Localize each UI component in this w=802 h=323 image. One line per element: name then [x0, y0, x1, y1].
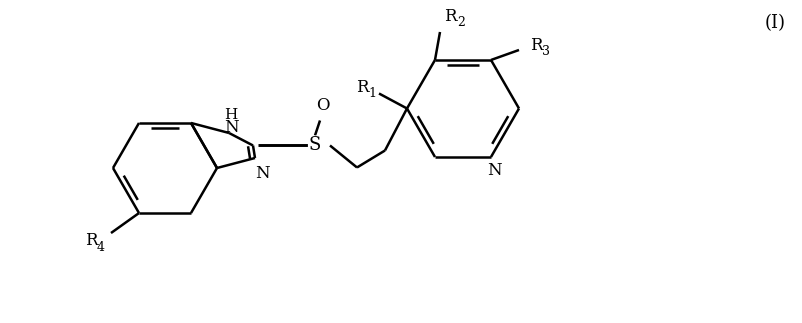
Text: R: R: [444, 8, 456, 26]
Text: 1: 1: [367, 87, 375, 100]
Text: N: N: [254, 165, 269, 182]
Text: N: N: [486, 162, 500, 179]
Text: R: R: [529, 37, 541, 55]
Text: S: S: [309, 137, 321, 154]
Text: O: O: [316, 97, 330, 114]
Text: R: R: [355, 79, 368, 96]
Text: N: N: [224, 120, 238, 136]
Text: 3: 3: [541, 46, 549, 58]
Text: H: H: [224, 109, 237, 122]
Text: 4: 4: [97, 241, 105, 254]
Text: R: R: [85, 232, 97, 248]
Text: (I): (I): [764, 14, 784, 32]
Text: 2: 2: [456, 16, 464, 29]
